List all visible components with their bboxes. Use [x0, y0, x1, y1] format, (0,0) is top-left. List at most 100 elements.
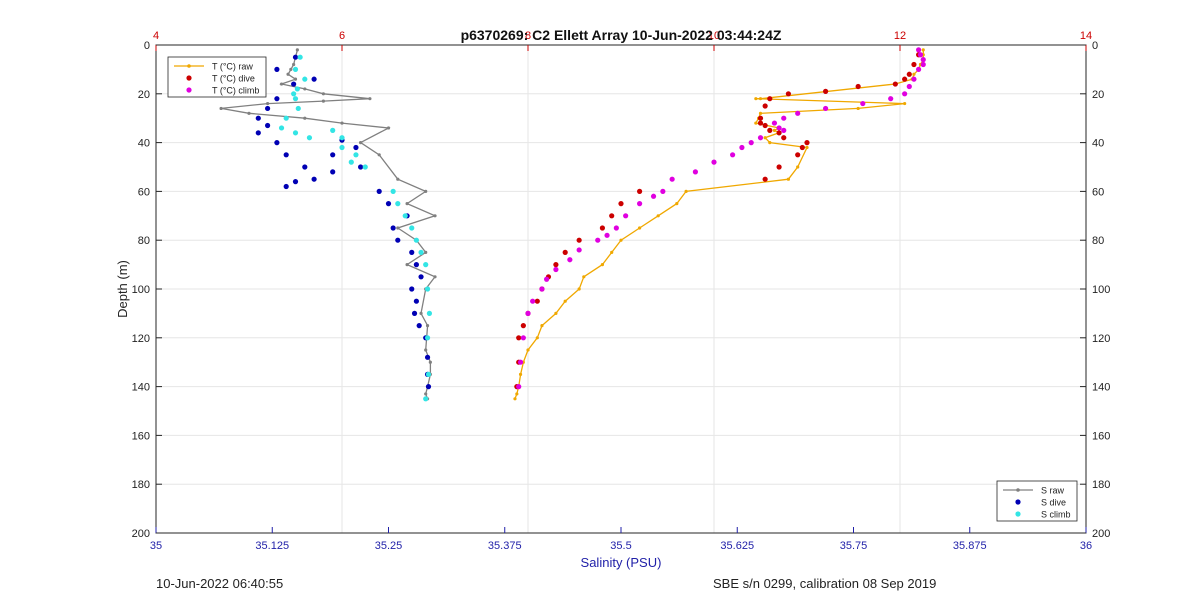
- t-raw-point: [903, 101, 907, 106]
- y-left-tick-label: 60: [138, 186, 150, 198]
- s-dive-point: [330, 152, 336, 158]
- t-dive-point: [553, 262, 559, 268]
- t-dive-point: [757, 115, 764, 121]
- s-climb-point: [283, 115, 289, 121]
- s-climb-point: [409, 225, 415, 231]
- x-bottom-tick-label: 36: [1080, 540, 1092, 552]
- s-climb-point: [348, 159, 354, 165]
- s-dive-point: [358, 164, 364, 170]
- legend-salinity-entry-label: S dive: [1041, 498, 1066, 508]
- y-right-tick-label: 140: [1092, 382, 1110, 394]
- axes: 35 35.125 35.25 35.375 35.5 35.625 35.75 35.875…: [132, 30, 1111, 552]
- t-raw-point: [912, 72, 916, 76]
- t-dive-point: [576, 237, 582, 243]
- legend-temperature-swatch-marker: [186, 87, 192, 93]
- t-raw-point: [684, 189, 688, 193]
- t-climb-point: [860, 100, 866, 107]
- s-raw-point: [292, 62, 296, 67]
- t-raw-point: [758, 111, 763, 115]
- s-dive-point: [311, 176, 317, 182]
- t-climb-point: [604, 232, 610, 238]
- t-climb-point: [650, 193, 657, 199]
- t-dive-point: [562, 249, 568, 255]
- t-dive-point: [762, 103, 768, 109]
- x-bottom-tick-label: 35.375: [488, 540, 522, 552]
- s-raw-point: [419, 311, 423, 315]
- t-climb-point: [517, 359, 524, 365]
- s-climb-point: [413, 237, 419, 243]
- t-climb-point: [637, 201, 643, 207]
- t-climb-point: [669, 176, 675, 182]
- s-climb-point: [362, 164, 368, 170]
- y-left-tick-label: 120: [132, 333, 150, 345]
- s-raw-point: [405, 202, 409, 206]
- s-dive-point: [292, 179, 299, 185]
- s-dive-point: [311, 76, 317, 82]
- t-dive-point: [804, 140, 810, 146]
- t-dive-point: [911, 61, 917, 68]
- s-dive-point: [283, 152, 289, 158]
- s-climb-point: [297, 54, 303, 60]
- x-bottom-tick-label: 35.875: [953, 540, 987, 552]
- t-climb-point: [576, 247, 582, 253]
- t-raw-point: [921, 48, 925, 52]
- s-raw-point: [321, 99, 325, 103]
- t-raw-point: [675, 202, 679, 206]
- y-right-tick-label: 180: [1092, 479, 1110, 491]
- s-raw-point: [247, 111, 251, 115]
- t-climb-point: [906, 83, 912, 90]
- legends: T (°C) raw T (°C) dive T (°C) climb S raw S …: [167, 56, 1078, 522]
- t-dive-point: [795, 152, 801, 158]
- s-raw-point: [386, 126, 391, 130]
- s-raw-point: [303, 116, 307, 120]
- s-climb-point: [353, 152, 359, 158]
- s-raw-point: [396, 226, 400, 230]
- y-left-tick-label: 100: [132, 284, 150, 296]
- t-climb-point: [516, 384, 522, 390]
- s-raw-point: [359, 141, 363, 145]
- y-right-tick-label: 120: [1092, 333, 1110, 345]
- t-dive-point: [762, 122, 768, 129]
- t-climb-point: [692, 169, 699, 175]
- t-climb-point: [530, 298, 536, 304]
- legend-salinity-entry-label: S climb: [1041, 510, 1071, 520]
- x-top-tick-label: 4: [153, 30, 159, 42]
- t-climb-point: [595, 237, 601, 243]
- t-climb-point: [567, 257, 573, 263]
- t-dive-point: [520, 323, 526, 329]
- t-raw-point: [856, 106, 860, 111]
- t-dive-point: [785, 91, 792, 97]
- s-raw-point: [368, 97, 372, 101]
- s-raw-point: [303, 87, 307, 91]
- t-raw-point: [768, 141, 772, 145]
- s-raw-point: [293, 77, 298, 81]
- s-dive-point: [292, 54, 299, 60]
- t-raw-point: [526, 348, 530, 352]
- t-dive-point: [637, 188, 643, 194]
- y-right-tick-label: 100: [1092, 284, 1110, 296]
- s-dive-point: [409, 286, 415, 292]
- t-raw-point: [577, 287, 581, 291]
- t-climb-point: [739, 144, 745, 151]
- s-climb-point: [402, 213, 408, 219]
- t-raw-point: [754, 121, 758, 125]
- s-climb-point: [302, 76, 308, 82]
- y-right-tick-label: 200: [1092, 528, 1110, 540]
- y-left-tick-label: 140: [132, 382, 150, 394]
- s-climb-point: [339, 144, 345, 151]
- t-raw-point: [554, 311, 558, 315]
- t-climb-point: [623, 213, 629, 219]
- t-raw-point: [758, 97, 763, 101]
- x-top-tick-label: 6: [339, 30, 345, 42]
- y-left-tick-label: 200: [132, 528, 150, 540]
- s-climb-point: [390, 188, 396, 194]
- grid: [156, 45, 1086, 533]
- t-raw-point: [638, 226, 642, 230]
- s-climb-point: [292, 96, 299, 102]
- t-climb-point: [888, 96, 894, 102]
- s-raw-point: [424, 392, 428, 396]
- s-raw-point: [424, 189, 428, 193]
- t-raw-point: [535, 336, 539, 340]
- s-dive-point: [390, 225, 396, 231]
- t-climb-point: [757, 135, 764, 141]
